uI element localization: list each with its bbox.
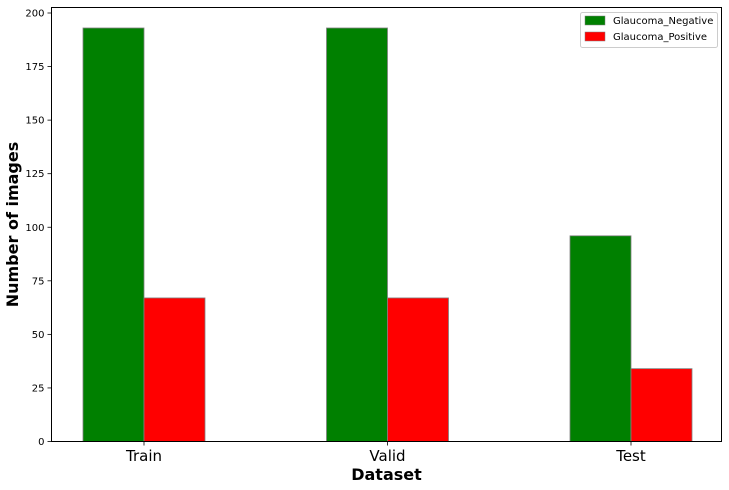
x-axis-ticks: Train Valid Test [125,441,646,465]
bar-test-negative [569,235,632,442]
plot-area-frame [51,7,722,442]
y-tick-label: 100 [25,223,44,234]
legend-label-positive: Glaucoma_Positive [613,32,707,43]
y-tick-label: 50 [32,330,45,341]
y-axis-ticks: 0 25 50 75 100 125 150 175 200 [25,9,52,448]
bars-layer [82,27,693,442]
y-tick-label: 125 [25,169,44,180]
y-tick-label: 0 [38,437,44,448]
x-tick-label-valid: Valid [369,447,405,465]
y-tick-label: 200 [25,9,44,20]
legend-swatch-negative [584,15,606,26]
legend: Glaucoma_Negative Glaucoma_Positive [580,12,718,48]
bar-train-negative [82,27,145,442]
y-tick-label: 150 [25,116,44,127]
y-tick-label: 175 [25,62,44,73]
bar-valid-negative [326,27,388,442]
legend-swatch-positive [584,31,606,42]
x-tick-label-train: Train [125,447,162,465]
bar-train-positive [143,297,206,442]
bar-test-positive [630,368,693,442]
bar-valid-positive [387,297,449,442]
y-tick-label: 75 [32,276,45,287]
y-axis-title: Number of images [3,142,22,308]
legend-frame [580,12,718,48]
y-tick-label: 25 [32,383,45,394]
x-tick-label-test: Test [615,447,646,465]
legend-label-negative: Glaucoma_Negative [613,16,713,27]
x-axis-title: Dataset [351,465,422,484]
